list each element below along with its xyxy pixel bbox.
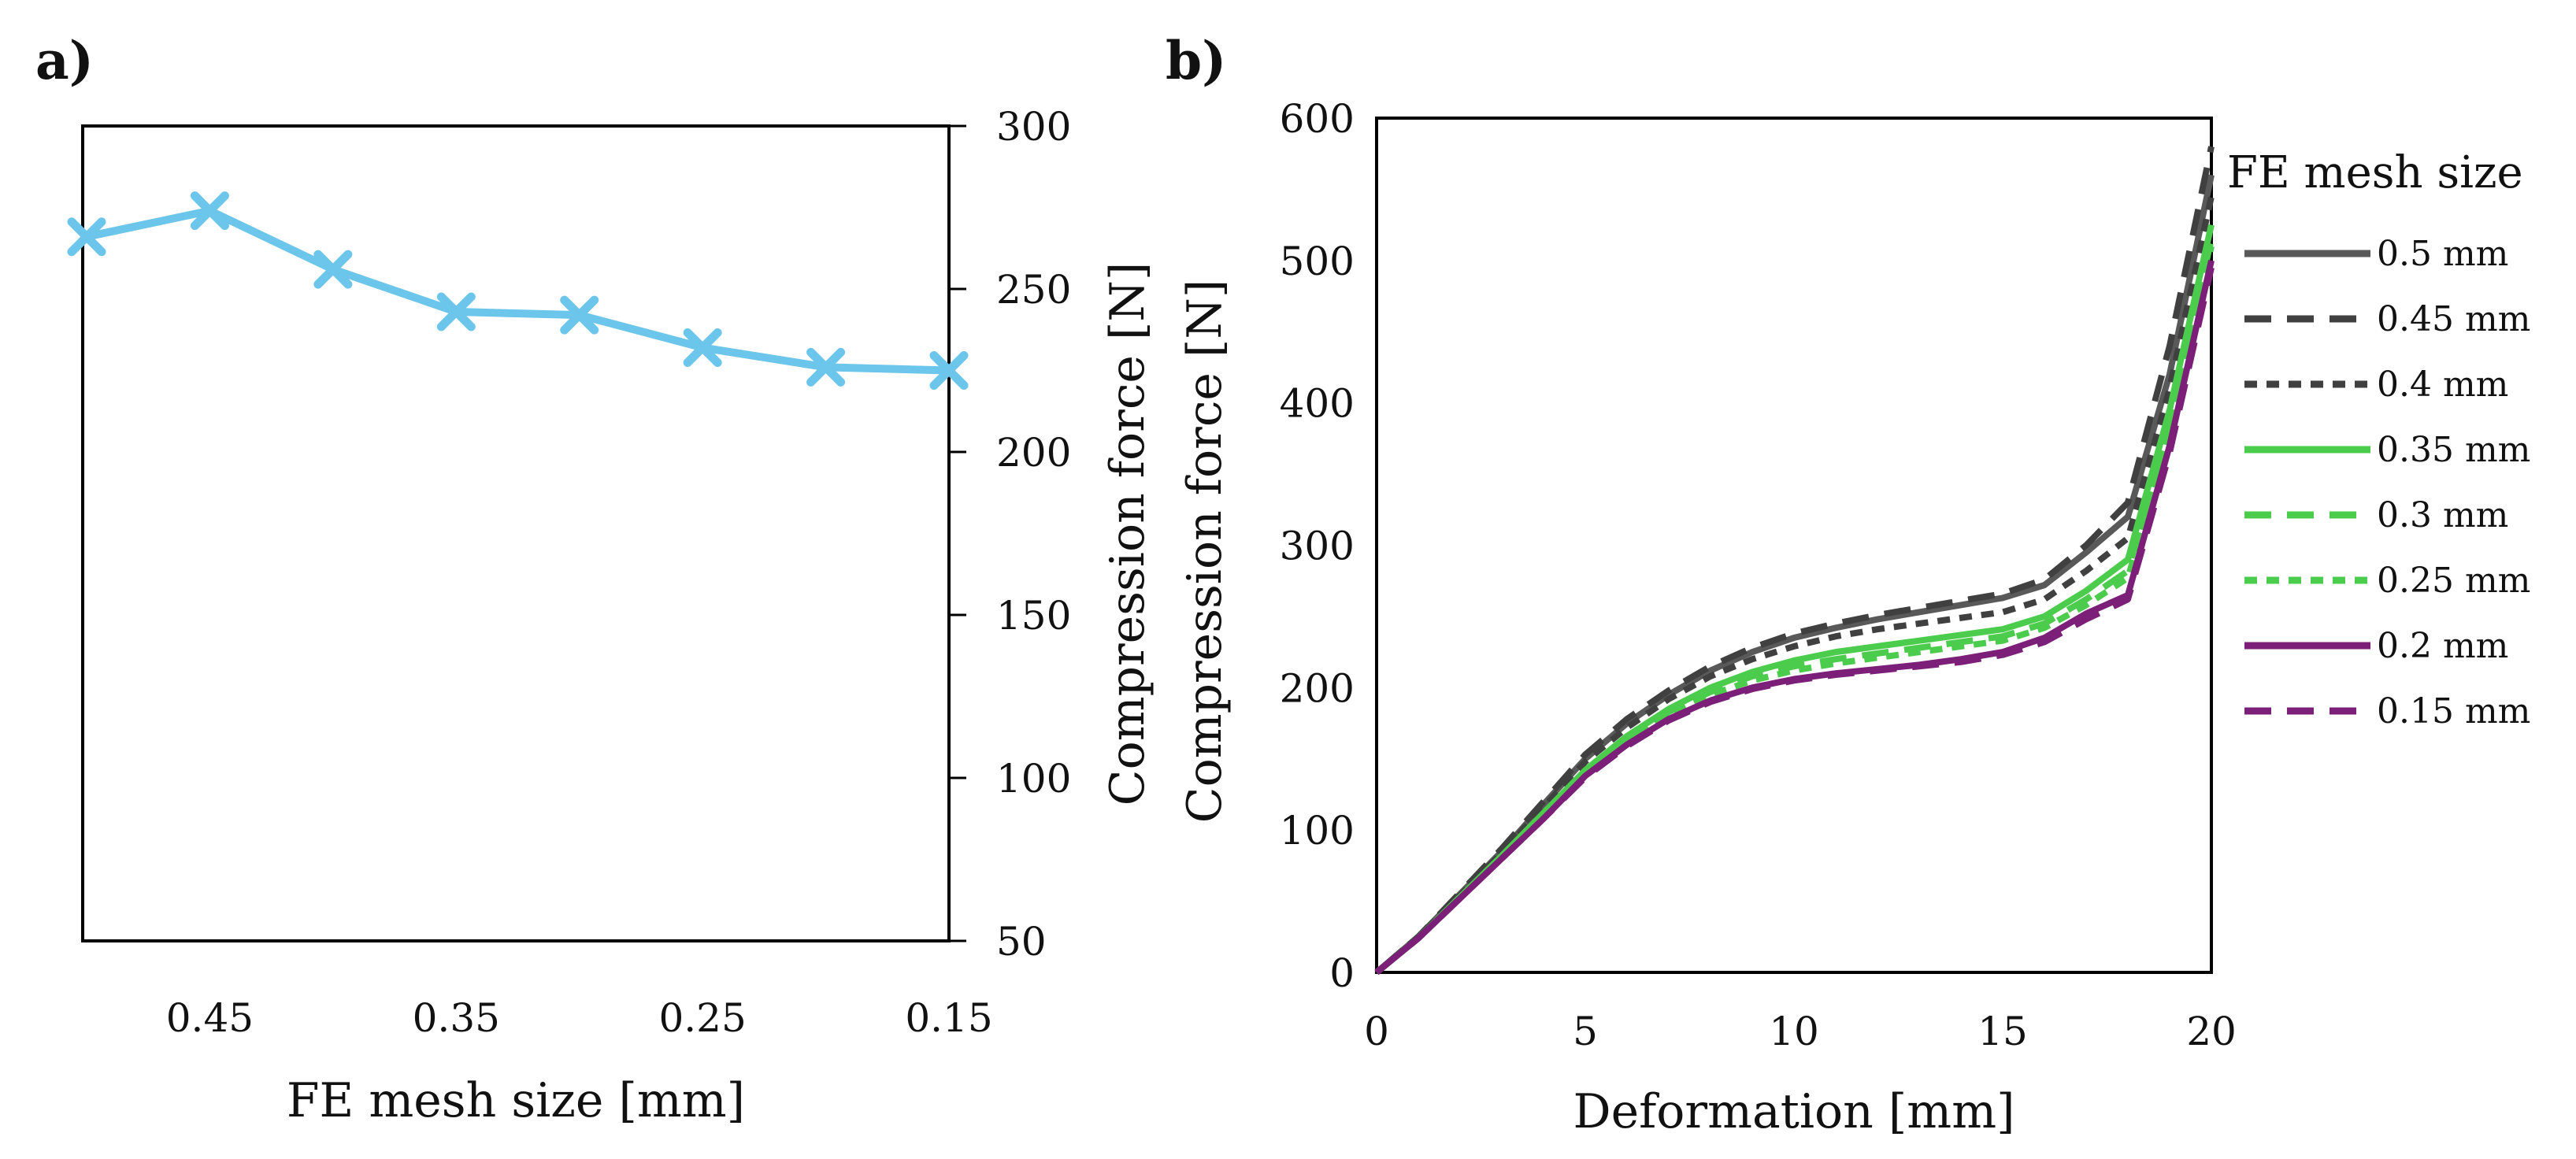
panel-a-data-point-marker [436,292,476,331]
panel-b-y-tick-label: 500 [1280,239,1355,284]
panel-a-y-tick-label: 300 [996,104,1071,150]
panel-b-y-tick-label: 300 [1280,524,1355,569]
panel-b-plot-frame [1375,117,2213,974]
legend-entry-label: 0.3 mm [2377,495,2508,535]
panel-b-y-tick-label: 0 [1329,950,1355,996]
panel-b-legend: FE mesh size 0.5 mm 0.45 mm 0.4 mm 0.35 mm 0… [2227,147,2530,731]
panel-b-series-line [1374,195,2215,976]
legend-entry-label: 0.4 mm [2377,365,2508,405]
panel-b-series-line [1374,245,2215,976]
panel-b-x-tick-label: 5 [1573,1009,1598,1054]
panel-b-y-tick-label: 100 [1280,808,1355,854]
panel-a-y-tick-label: 50 [996,919,1047,965]
panel-a-y-tick-label: 100 [996,756,1071,802]
panel-b-chart: b) 0 100 200 300 400 500 600 0 5 10 15 20 Deformat… [1166,30,2530,1139]
panel-b-x-axis: 0 5 10 15 20 [1364,1009,2237,1054]
panel-a-label: a) [35,30,94,91]
legend-entry-label: 0.35 mm [2377,430,2530,470]
legend-entry-label: 0.5 mm [2377,234,2508,274]
panel-a-data-point-marker [683,328,722,368]
panel-a-x-tick-label: 0.45 [166,995,254,1041]
legend-entry-label: 0.15 mm [2377,691,2530,731]
panel-b-y-axis-label: Compression force [N] [1177,280,1232,824]
panel-b-x-tick-label: 15 [1977,1009,2028,1054]
panel-a-series [67,191,969,390]
legend-entry-label: 0.25 mm [2377,561,2530,601]
legend-title: FE mesh size [2227,147,2523,198]
panel-a-series-line [85,206,950,375]
panel-b-y-tick-label: 400 [1280,381,1355,427]
panel-a-x-tick-label: 0.15 [905,995,992,1041]
panel-a-data-point-marker [67,217,106,257]
panel-a-x-tick-label: 0.25 [658,995,746,1041]
panel-b-x-axis-label: Deformation [mm] [1573,1084,2014,1139]
panel-a-y-tick-label: 150 [996,593,1071,639]
panel-a-y-axis: 50 100 150 200 250 300 [949,104,1071,965]
panel-a-y-tick-label: 250 [996,267,1071,313]
panel-b-y-tick-label: 600 [1280,96,1355,142]
panel-b-series-line [1374,266,2215,976]
panel-a-x-axis: 0.45 0.35 0.25 0.15 [166,995,993,1041]
panel-a-x-axis-label: FE mesh size [mm] [287,1073,745,1128]
panel-a-data-point-marker [313,250,353,289]
panel-a-plot-frame [81,124,951,942]
panel-a-data-point-marker [929,351,969,390]
panel-b-x-tick-label: 10 [1769,1009,1819,1054]
panel-a-data-point-marker [560,295,599,335]
panel-a-y-tick-label: 200 [996,430,1071,476]
panel-a-data-point-marker [190,191,229,231]
panel-a-x-tick-label: 0.35 [413,995,500,1041]
panel-b-y-axis: 0 100 200 300 400 500 600 [1280,96,1355,996]
panel-a-data-point-marker [806,347,846,387]
panel-b-label: b) [1166,30,1226,91]
legend-entry-label: 0.2 mm [2377,626,2508,666]
panel-a-chart: a) 50 100 150 200 250 300 0.45 0.35 0.25 0.15 FE… [35,30,1155,1128]
panel-b-x-tick-label: 20 [2186,1009,2237,1054]
panel-b-y-tick-label: 200 [1280,665,1355,711]
panel-a-y-axis-label: Compression force [N] [1100,262,1155,806]
panel-b-x-tick-label: 0 [1364,1009,1389,1054]
panel-b-series [1374,146,2215,976]
legend-entry-label: 0.45 mm [2377,299,2530,339]
